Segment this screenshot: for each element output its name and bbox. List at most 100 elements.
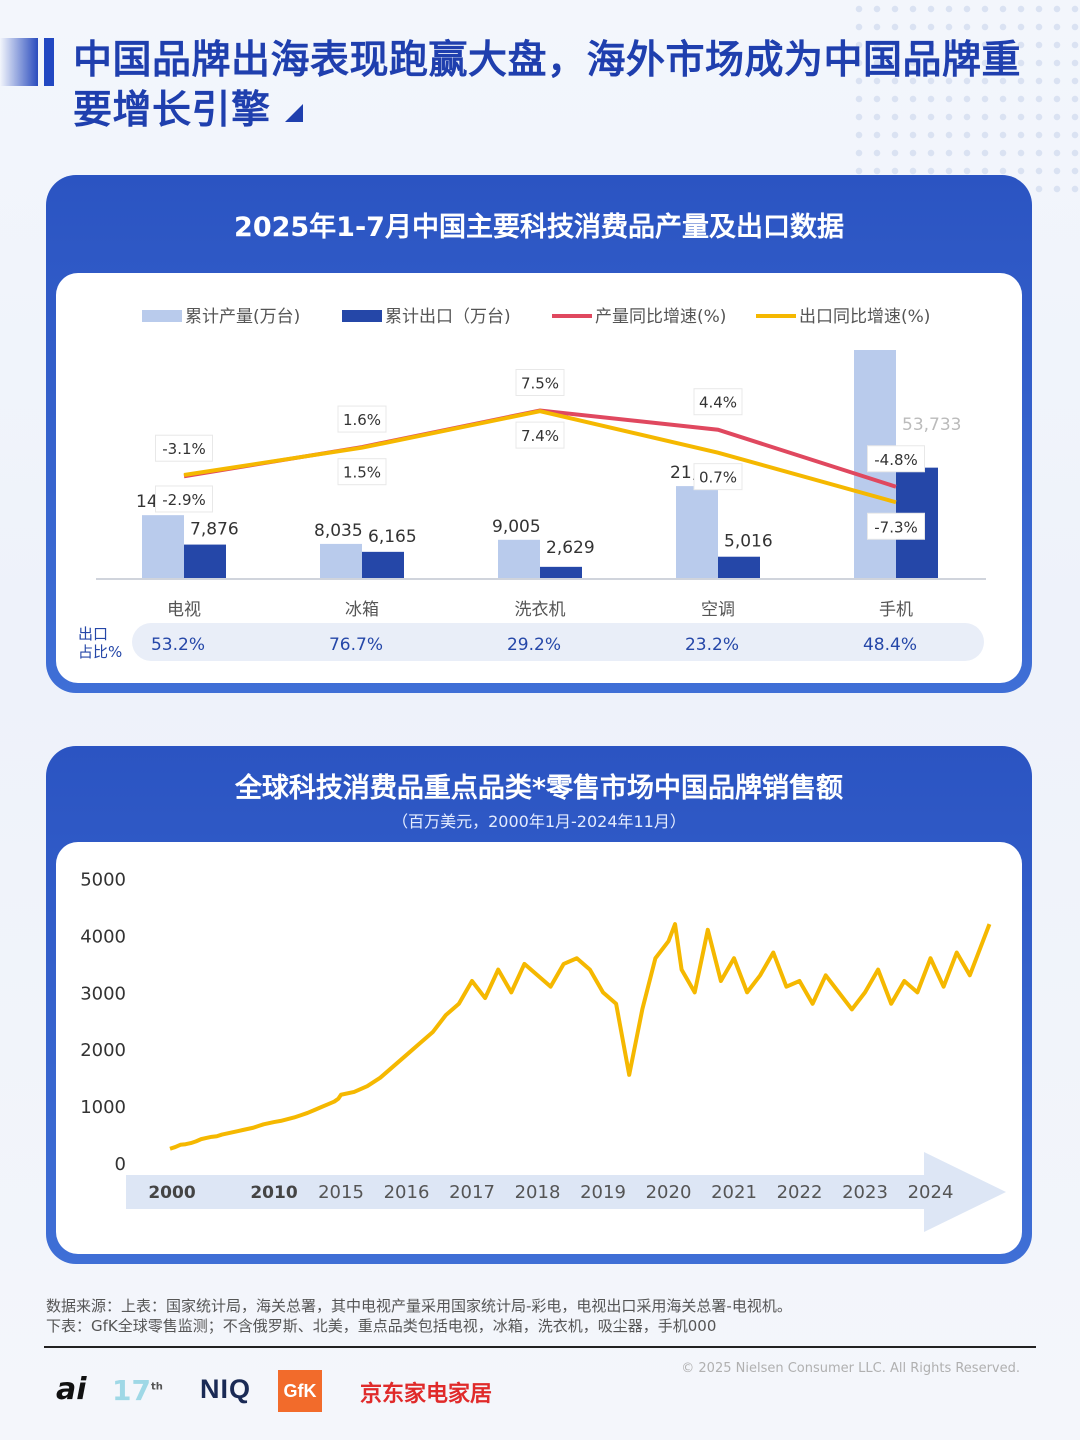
production-value-label-2: 9,005: [492, 517, 541, 537]
ai-logo: ai: [56, 1372, 87, 1407]
y-tick-label-5: 0: [115, 1154, 126, 1175]
page-title: 中国品牌出海表现跑赢大盘，海外市场成为中国品牌重要增长引擎: [73, 36, 1033, 136]
export-ratio-1: 76.7%: [329, 635, 383, 655]
x-tick-label-3: 2016: [384, 1182, 430, 1203]
production-export-panel: 2025年1-7月中国主要科技消费品产量及出口数据 累计产量(万台) 累计出口（万…: [46, 175, 1032, 693]
sales-trend-line: [169, 922, 992, 1151]
export-bar-2: [540, 566, 582, 578]
production-bar-0: [142, 515, 184, 578]
x-tick-label-0: 2000: [148, 1183, 195, 1203]
export-growth-label-1: 1.5%: [343, 464, 381, 482]
production-growth-label-2: 7.5%: [521, 375, 559, 393]
x-tick-label-11: 2024: [908, 1182, 954, 1203]
export-value-label-3: 5,016: [724, 532, 773, 552]
gfk-logo: GfK: [278, 1370, 322, 1412]
ratio-row-label-2: 占比%: [78, 643, 122, 661]
page-title-text: 中国品牌出海表现跑赢大盘，海外市场成为中国品牌重要增长引擎: [73, 38, 1022, 133]
legend-swatch-1: [342, 310, 382, 322]
combo-bar-line-chart: 累计产量(万台)累计出口（万台)产量同比增速(%)出口同比增速(%)14,809…: [78, 307, 986, 661]
export-growth-line: [183, 409, 897, 505]
export-bar-3: [718, 556, 760, 578]
export-growth-label-1-box: [337, 458, 387, 486]
export-ratio-0: 53.2%: [151, 635, 205, 655]
export-growth-label-0-box: [155, 485, 213, 513]
y-tick-label-4: 1000: [80, 1097, 126, 1118]
decorative-dot-pattern: [850, 0, 1080, 200]
export-growth-label-4: -7.3%: [874, 518, 918, 536]
x-tick-label-1: 2010: [250, 1183, 297, 1203]
x-tick-label-5: 2018: [515, 1182, 561, 1203]
export-ratio-3: 23.2%: [685, 635, 739, 655]
export-value-label-1: 6,165: [368, 527, 417, 547]
production-growth-label-0: -3.1%: [162, 440, 206, 458]
x-axis-arrow-band: [126, 1152, 1006, 1232]
production-growth-label-1: 1.6%: [343, 411, 381, 429]
export-growth-label-4-box: [867, 512, 925, 540]
export-growth-label-2: 7.4%: [521, 427, 559, 445]
production-growth-label-4-box: [867, 445, 925, 473]
legend-swatch-0: [142, 310, 182, 322]
line-chart-title: 全球科技消费品重点品类*零售市场中国品牌销售额: [234, 773, 844, 804]
production-growth-label-3-box: [693, 388, 743, 416]
seventeenth-logo: 17th: [112, 1374, 163, 1407]
production-growth-label-4: -4.8%: [874, 451, 918, 469]
export-growth-label-2-box: [515, 421, 565, 449]
bar-chart-title: 2025年1-7月中国主要科技消费品产量及出口数据: [234, 212, 844, 243]
production-value-label-4: 53,733: [902, 415, 961, 435]
legend-label-1: 累计出口（万台): [385, 307, 511, 327]
x-tick-label-6: 2019: [580, 1182, 626, 1203]
line-chart-subtitle: （百万美元，2000年1月-2024年11月）: [392, 812, 686, 831]
export-value-label-2: 2,629: [546, 538, 595, 558]
legend-label-3: 出口同比增速(%): [799, 307, 930, 327]
production-bar-1: [320, 543, 362, 578]
production-growth-label-3: 4.4%: [699, 394, 737, 412]
x-tick-label-9: 2022: [777, 1182, 823, 1203]
sales-trend-panel: 全球科技消费品重点品类*零售市场中国品牌销售额 （百万美元，2000年1月-20…: [46, 746, 1032, 1264]
category-label-1: 冰箱: [345, 600, 379, 620]
category-label-4: 手机: [879, 600, 913, 620]
y-tick-label-0: 5000: [80, 870, 126, 891]
niq-logo: NIQ: [200, 1374, 252, 1404]
bar-chart-area: 累计产量(万台)累计出口（万台)产量同比增速(%)出口同比增速(%)14,809…: [56, 273, 1022, 683]
export-growth-label-0: -2.9%: [162, 491, 206, 509]
x-tick-label-7: 2020: [646, 1182, 692, 1203]
category-label-2: 洗衣机: [515, 600, 566, 620]
logo-strip: ai 17th NIQ GfK 京东家电家居: [56, 1368, 576, 1416]
title-accent-bars: [0, 38, 56, 86]
export-bar-0: [184, 544, 226, 578]
x-tick-label-8: 2021: [711, 1182, 757, 1203]
export-growth-label-3-box: [693, 463, 743, 491]
title-corner-triangle-icon: [284, 103, 303, 122]
x-tick-label-10: 2023: [842, 1182, 888, 1203]
data-source-note: 数据来源：上表：国家统计局，海关总署，其中电视产量采用国家统计局-彩电，电视出口…: [46, 1296, 1036, 1336]
category-label-0: 电视: [167, 600, 201, 620]
line-chart-area: 5000 4000 3000 2000 1000 0 2000 2010 2015 2016 201…: [56, 842, 1022, 1254]
production-growth-label-1-box: [337, 405, 387, 433]
y-tick-label-3: 2000: [80, 1040, 126, 1061]
jd-appliance-logo: 京东家电家居: [360, 1382, 493, 1407]
export-ratio-4: 48.4%: [863, 635, 917, 655]
export-bar-1: [362, 551, 404, 578]
y-tick-label-2: 3000: [80, 983, 126, 1004]
production-bar-3: [676, 486, 718, 578]
copyright-text: © 2025 Nielsen Consumer LLC. All Rights …: [681, 1361, 1020, 1376]
production-value-label-1: 8,035: [314, 521, 363, 541]
export-ratio-2: 29.2%: [507, 635, 561, 655]
ratio-row-background: [132, 623, 984, 661]
source-line-2: 下表：GfK全球零售监测；不含俄罗斯、北美，重点品类包括电视，冰箱，洗衣机，吸尘…: [46, 1317, 717, 1335]
ratio-row-label-1: 出口: [78, 625, 108, 643]
x-tick-label-2: 2015: [318, 1182, 364, 1203]
x-tick-label-4: 2017: [449, 1182, 495, 1203]
production-growth-label-0-box: [155, 434, 213, 462]
legend-label-2: 产量同比增速(%): [595, 307, 726, 327]
production-bar-2: [498, 539, 540, 578]
footer-divider: [44, 1346, 1036, 1348]
source-line-1: 数据来源：上表：国家统计局，海关总署，其中电视产量采用国家统计局-彩电，电视出口…: [46, 1297, 792, 1315]
seventeenth-suffix: th: [150, 1381, 163, 1393]
sales-line-chart: 5000 4000 3000 2000 1000 0 2000 2010 2015 2016 201…: [80, 870, 1006, 1232]
legend-label-0: 累计产量(万台): [185, 307, 300, 327]
export-value-label-0: 7,876: [190, 520, 239, 540]
y-tick-label-1: 4000: [80, 926, 126, 947]
production-growth-label-2-box: [515, 369, 565, 396]
seventeenth-number: 17: [112, 1374, 151, 1407]
